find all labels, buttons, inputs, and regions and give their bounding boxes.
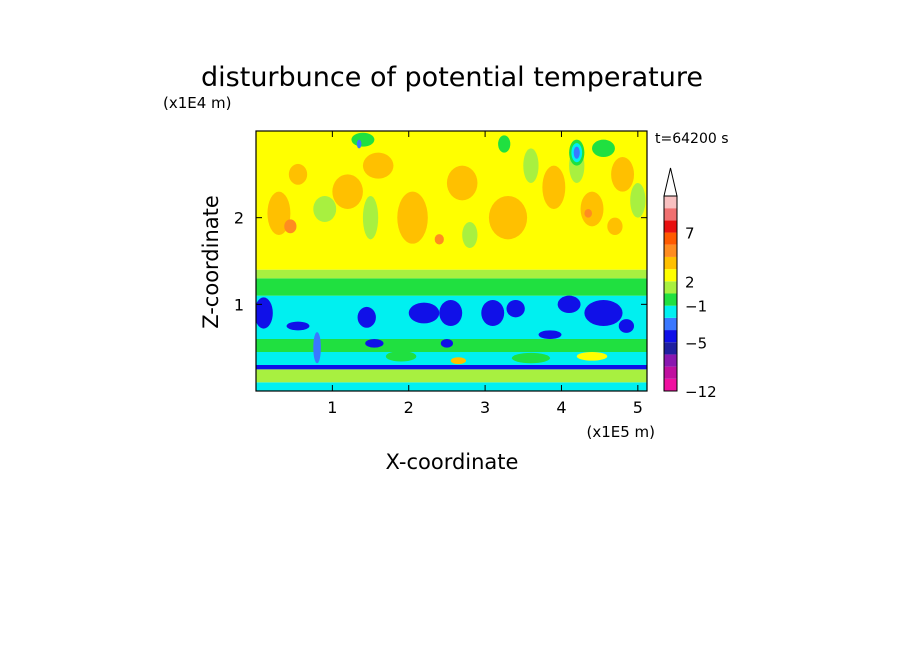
x-tick-label: 4 bbox=[556, 398, 566, 417]
plot-frame bbox=[255, 130, 648, 392]
colorbar-segment bbox=[664, 330, 677, 343]
contour-cell bbox=[256, 297, 273, 329]
contour-cell bbox=[313, 196, 337, 222]
contour-cell bbox=[573, 146, 580, 159]
contour-band bbox=[256, 352, 647, 365]
contour-cell bbox=[618, 319, 635, 333]
contour-cell bbox=[357, 306, 376, 328]
colorbar-segment bbox=[664, 366, 677, 379]
x-tick-label: 3 bbox=[480, 398, 490, 417]
contour-cell bbox=[584, 209, 593, 218]
colorbar: −12−5−127 bbox=[663, 167, 717, 401]
colorbar-tick-label: −1 bbox=[685, 298, 707, 316]
contour-cell bbox=[313, 332, 321, 364]
contour-band bbox=[256, 269, 647, 279]
y-axis-unit: (x1E4 m) bbox=[163, 94, 232, 112]
colorbar-tick-label: 2 bbox=[685, 273, 695, 291]
contour-cell bbox=[630, 183, 646, 218]
contour-cell bbox=[450, 357, 467, 365]
colorbar-segment bbox=[664, 317, 677, 331]
contour-cell bbox=[351, 132, 375, 147]
x-axis-label: X-coordinate bbox=[386, 450, 519, 474]
contour-cell bbox=[506, 300, 525, 318]
contour-cell bbox=[607, 217, 623, 235]
contour-cell bbox=[462, 222, 478, 248]
contour-cell bbox=[385, 351, 417, 362]
contour-cell bbox=[481, 300, 505, 326]
contour-field bbox=[256, 131, 647, 391]
colorbar-tick-label: −12 bbox=[685, 383, 717, 401]
contour-cell bbox=[288, 163, 308, 185]
contour-band bbox=[256, 382, 647, 391]
contour-cell bbox=[611, 157, 635, 192]
contour-cell bbox=[397, 191, 428, 244]
contour-cell bbox=[286, 321, 310, 331]
contour-cell bbox=[284, 219, 297, 234]
contour-cell bbox=[580, 191, 604, 227]
contour-cell bbox=[356, 139, 362, 149]
colorbar-tick-label: 7 bbox=[685, 225, 695, 243]
contour-cell bbox=[488, 196, 528, 240]
contour-band bbox=[256, 278, 647, 296]
colorbar-frame bbox=[663, 195, 678, 392]
contour-band bbox=[256, 369, 647, 383]
contour-cell bbox=[362, 196, 379, 240]
contour-cell bbox=[439, 300, 463, 326]
colorbar-segment bbox=[664, 378, 677, 391]
contour-cell bbox=[542, 165, 566, 209]
colorbar-segment bbox=[664, 220, 677, 233]
colorbar-segment bbox=[664, 208, 677, 221]
colorbar-segment bbox=[664, 256, 677, 270]
colorbar-tick-label: −5 bbox=[685, 334, 707, 352]
colorbar-segment bbox=[664, 354, 677, 367]
contour-cell bbox=[592, 139, 615, 157]
colorbar-segment bbox=[664, 269, 677, 282]
contour-cell bbox=[365, 339, 384, 348]
colorbar-extend-arrow bbox=[663, 167, 678, 197]
x-axis-unit: (x1E5 m) bbox=[586, 423, 655, 441]
x-tick-label: 5 bbox=[633, 398, 643, 417]
contour-cell bbox=[523, 148, 539, 184]
contour-cell bbox=[498, 135, 511, 153]
colorbar-segment bbox=[664, 196, 677, 209]
contour-band bbox=[256, 365, 647, 370]
contour-cell bbox=[434, 234, 444, 245]
contour-cell bbox=[362, 152, 394, 179]
contour-cell bbox=[511, 352, 551, 364]
chart-title: disturbunce of potential temperature bbox=[201, 62, 703, 93]
contour-cell bbox=[332, 174, 363, 210]
x-tick-label: 2 bbox=[404, 398, 414, 417]
time-label: t=64200 s bbox=[655, 131, 729, 147]
colorbar-segment bbox=[664, 293, 677, 306]
contour-cell bbox=[446, 165, 478, 201]
colorbar-segment bbox=[664, 342, 677, 355]
colorbar-segment bbox=[664, 305, 677, 318]
axes: 1 2 3 4 5 1 2 bbox=[234, 131, 647, 417]
contour-cell bbox=[408, 302, 440, 324]
contour-cell bbox=[538, 330, 562, 339]
contour-cell bbox=[440, 339, 454, 348]
colorbar-segment bbox=[664, 232, 677, 245]
colorbar-segment bbox=[664, 281, 677, 294]
colorbar-segment bbox=[664, 244, 677, 257]
y-axis-label: Z-coordinate bbox=[199, 195, 223, 329]
y-tick-label: 2 bbox=[234, 209, 244, 228]
x-tick-label: 1 bbox=[327, 398, 337, 417]
contour-cell bbox=[557, 295, 581, 314]
contour-cell bbox=[576, 352, 608, 361]
contour-cell bbox=[584, 300, 623, 326]
y-tick-label: 1 bbox=[234, 295, 244, 314]
